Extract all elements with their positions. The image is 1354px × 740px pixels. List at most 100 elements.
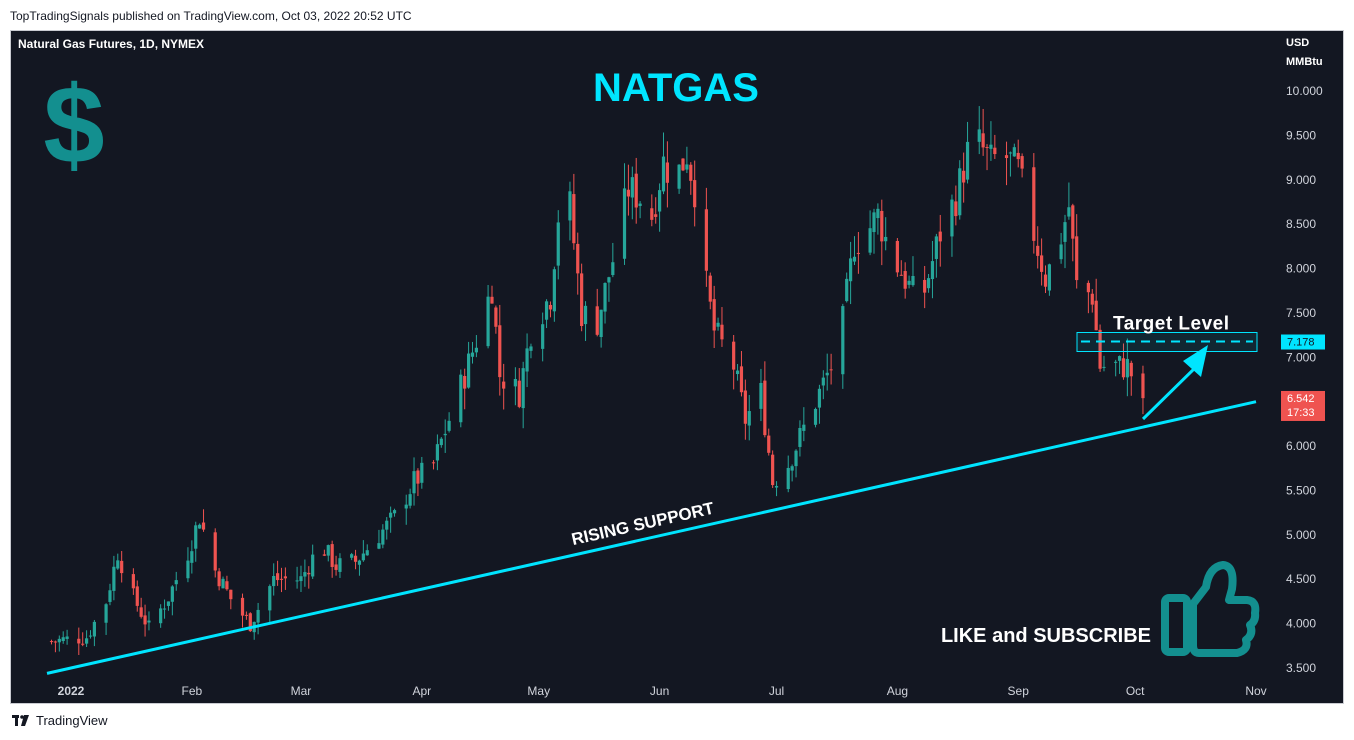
candle-body[interactable] — [548, 304, 553, 310]
candle-body[interactable] — [295, 580, 299, 582]
candle-body[interactable] — [603, 282, 607, 312]
candle-body[interactable] — [326, 545, 330, 556]
candle-body[interactable] — [739, 366, 744, 393]
candle-body[interactable] — [849, 258, 853, 282]
candle-body[interactable] — [735, 370, 740, 375]
candle-body[interactable] — [147, 620, 151, 623]
candle-body[interactable] — [965, 141, 970, 180]
candle-body[interactable] — [525, 348, 529, 372]
candle-body[interactable] — [57, 638, 61, 643]
candle-body[interactable] — [225, 581, 229, 590]
candle-body[interactable] — [1012, 147, 1016, 157]
candle-body[interactable] — [1141, 373, 1145, 399]
candle-body[interactable] — [1043, 274, 1048, 287]
candle-body[interactable] — [1040, 255, 1044, 272]
candle-body[interactable] — [529, 346, 533, 351]
candle-body[interactable] — [552, 269, 556, 312]
candle-body[interactable] — [303, 572, 307, 577]
candle-body[interactable] — [767, 435, 771, 453]
candle-body[interactable] — [338, 558, 342, 572]
candle-body[interactable] — [907, 280, 911, 285]
candle-body[interactable] — [654, 214, 658, 217]
candle-body[interactable] — [685, 164, 689, 170]
candle-body[interactable] — [357, 560, 362, 565]
candle-body[interactable] — [841, 306, 845, 375]
candle-body[interactable] — [1075, 236, 1079, 281]
candle-body[interactable] — [416, 470, 420, 484]
candle-body[interactable] — [170, 586, 174, 602]
candle-body[interactable] — [513, 378, 517, 387]
candle-body[interactable] — [903, 271, 907, 289]
candle-body[interactable] — [817, 388, 822, 408]
candle-body[interactable] — [704, 209, 708, 271]
candle-body[interactable] — [494, 307, 498, 327]
candle-body[interactable] — [502, 381, 506, 389]
candle-body[interactable] — [498, 325, 502, 378]
candle-body[interactable] — [930, 261, 935, 280]
candle-body[interactable] — [1036, 245, 1040, 256]
candle-body[interactable] — [759, 382, 763, 409]
candle-body[interactable] — [1114, 361, 1118, 363]
candle-body[interactable] — [899, 274, 903, 276]
candle-body[interactable] — [459, 374, 463, 423]
candle-body[interactable] — [541, 324, 545, 349]
candle-body[interactable] — [377, 543, 381, 549]
candle-body[interactable] — [1086, 282, 1090, 293]
candle-body[interactable] — [825, 372, 829, 376]
candle-body[interactable] — [658, 190, 662, 212]
candle-body[interactable] — [299, 576, 303, 582]
candle-body[interactable] — [334, 564, 338, 570]
candle-body[interactable] — [81, 643, 85, 645]
candle-body[interactable] — [802, 424, 806, 431]
candle-body[interactable] — [166, 601, 171, 606]
candle-body[interactable] — [221, 578, 225, 589]
candle-body[interactable] — [884, 236, 888, 242]
candle-body[interactable] — [950, 199, 954, 237]
candle-body[interactable] — [201, 522, 206, 530]
candle-body[interactable] — [517, 380, 521, 407]
candle-body[interactable] — [595, 306, 599, 335]
candle-body[interactable] — [116, 560, 120, 569]
candle-body[interactable] — [65, 636, 69, 639]
candle-body[interactable] — [576, 243, 580, 274]
candle-body[interactable] — [385, 520, 389, 530]
candle-body[interactable] — [650, 208, 654, 220]
candle-body[interactable] — [283, 576, 287, 579]
candle-body[interactable] — [716, 322, 720, 327]
candle-body[interactable] — [572, 194, 576, 244]
candle-body[interactable] — [790, 466, 794, 471]
candle-body[interactable] — [1059, 244, 1063, 260]
candle-body[interactable] — [962, 170, 966, 183]
candle-body[interactable] — [712, 299, 716, 331]
candle-body[interactable] — [463, 375, 467, 389]
candle-body[interactable] — [856, 252, 861, 254]
candle-body[interactable] — [53, 641, 58, 643]
candle-body[interactable] — [798, 427, 802, 447]
candle-body[interactable] — [159, 608, 163, 624]
time-axis[interactable]: 2022 Feb Mar Apr May Jun Jul Aug Sep Oct Nov — [58, 684, 1267, 698]
candle-body[interactable] — [708, 275, 712, 302]
candle-body[interactable] — [443, 433, 447, 436]
candle-body[interactable] — [486, 296, 490, 347]
candle-body[interactable] — [213, 532, 217, 571]
candle-body[interactable] — [353, 555, 358, 562]
target-zone-box[interactable] — [1076, 332, 1258, 353]
chart-panel[interactable]: RISING SUPPORT Target Level NATGAS $ LIK… — [10, 30, 1344, 704]
candle-body[interactable] — [1098, 329, 1102, 369]
candle-body[interactable] — [681, 158, 685, 171]
candle-body[interactable] — [229, 589, 233, 600]
candle-body[interactable] — [143, 615, 147, 625]
candle-body[interactable] — [989, 144, 993, 149]
candle-body[interactable] — [186, 560, 190, 579]
candle-body[interactable] — [689, 164, 693, 181]
candle-body[interactable] — [217, 571, 221, 587]
candle-body[interactable] — [490, 296, 494, 304]
candle-body[interactable] — [435, 444, 440, 461]
candle-body[interactable] — [622, 188, 627, 259]
candle-body[interactable] — [868, 228, 872, 253]
candle-body[interactable] — [852, 256, 857, 262]
candle-body[interactable] — [88, 635, 93, 637]
candle-body[interactable] — [1094, 300, 1098, 331]
candle-body[interactable] — [1020, 156, 1024, 169]
candle-body[interactable] — [677, 164, 681, 189]
